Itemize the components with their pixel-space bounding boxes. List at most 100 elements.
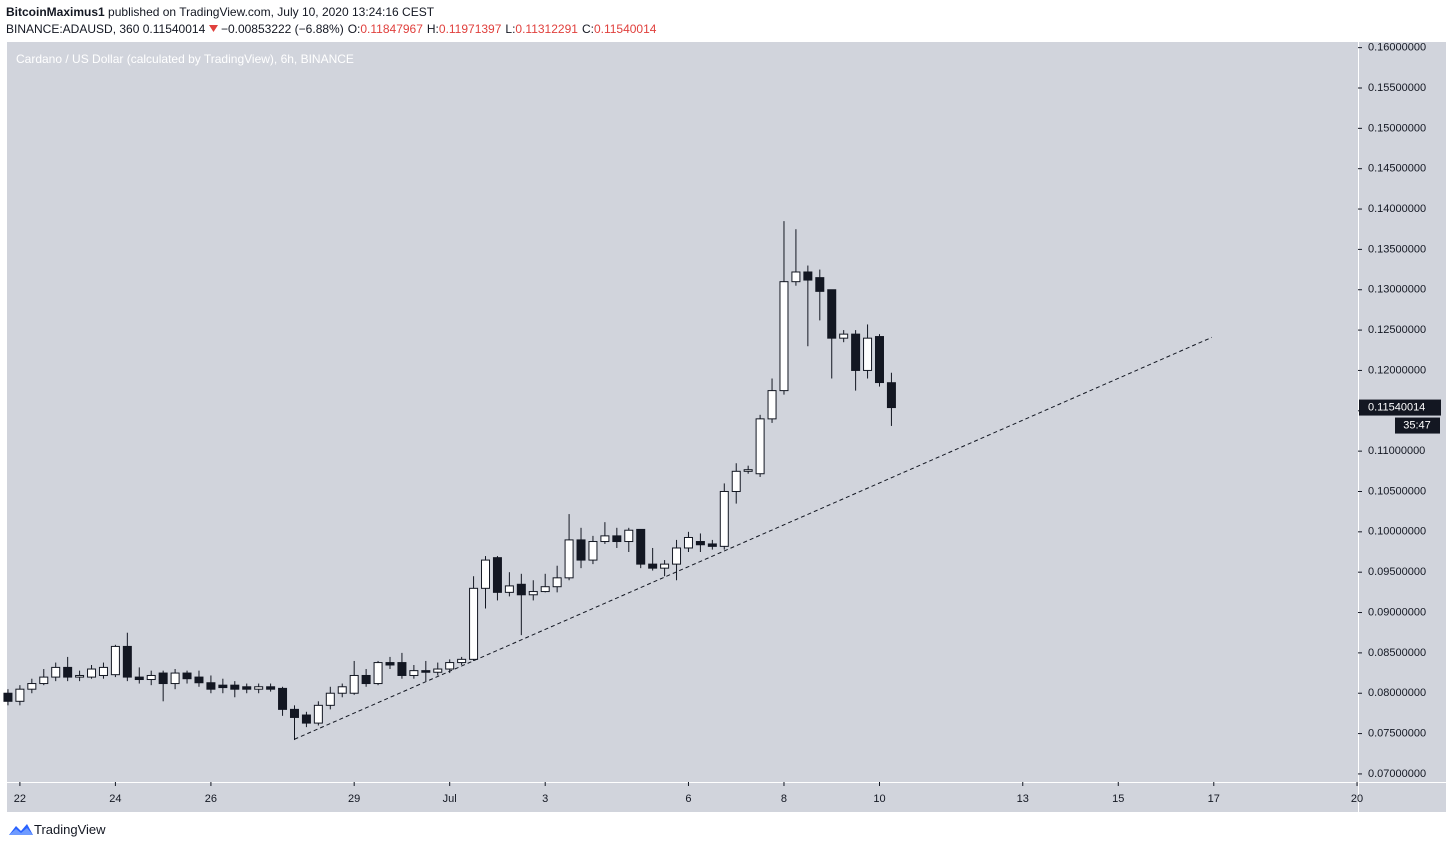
candle-body [779,281,789,392]
y-tick-label: 0.07500000 [1368,727,1426,739]
candle-body [230,684,240,690]
candle-body [660,563,670,569]
candle-body [98,666,108,676]
candle-body [110,645,120,676]
header: BitcoinMaximus1 published on TradingView… [6,4,656,38]
candle-body [540,586,550,593]
author: BitcoinMaximus1 [6,5,105,19]
candle-body [707,543,717,547]
chart-title: Cardano / US Dollar (calculated by Tradi… [16,52,354,66]
y-tick-label: 0.10000000 [1368,526,1426,538]
down-arrow [208,25,218,32]
high-value: 0.11971397 [438,22,502,36]
y-tick-label: 0.12000000 [1368,364,1426,376]
candle-body [289,708,299,718]
x-tick-label: 26 [205,793,217,805]
x-tick-label: 20 [1351,793,1363,805]
candle-body [194,676,204,684]
candle-body [254,686,264,690]
change: −0.00853222 (−6.88%) [220,22,344,36]
candle-body [767,390,777,420]
x-tick-label: 8 [781,793,787,805]
candle-body [516,583,526,596]
candle-body [433,668,443,673]
plot-background [7,42,1358,812]
candle-body [242,686,252,690]
countdown-box [1395,417,1440,434]
candle-body [445,662,455,670]
candle-body [815,277,825,292]
candle-body [397,662,407,676]
candle-body [75,674,85,678]
candle-body [39,676,49,685]
candle-body [564,539,574,579]
candle-body [731,470,741,492]
candle-body [481,559,491,589]
y-tick-label: 0.15500000 [1368,82,1426,94]
y-tick-label: 0.12500000 [1368,324,1426,336]
x-tick-label: 10 [873,793,885,805]
candle-body [552,577,562,588]
candle-body [337,686,347,694]
x-tick-label: 22 [14,793,26,805]
candle-body [457,658,467,664]
candle-body [313,704,323,724]
y-tick-label: 0.14000000 [1368,203,1426,215]
quote-line: BINANCE:ADAUSD, 360 0.11540014 −0.008532… [6,21,656,38]
trendline [294,336,1213,740]
x-tick-label: 13 [1017,793,1029,805]
candle-body [27,683,37,690]
y-tick-label: 0.09500000 [1368,566,1426,578]
candle-body [803,271,813,281]
publish-line: BitcoinMaximus1 published on TradingView… [6,4,656,21]
candle-body [385,662,395,666]
candle-body [648,563,658,569]
symbol: BINANCE:ADAUSD, 360 [6,22,140,36]
candle-body [492,557,502,593]
close-value: 0.11540014 [593,22,657,36]
candle-body [373,662,383,685]
candle-body [278,687,288,710]
y-tick-label: 0.11000000 [1368,445,1425,457]
y-tick-label: 0.08500000 [1368,647,1426,659]
candle-body [122,645,132,678]
last-price: 0.11540014 [142,22,206,36]
candle-body [851,333,861,371]
candle-body [683,536,693,549]
label: C: [581,22,594,36]
x-tick-label: 29 [348,793,360,805]
candle-body [146,674,156,681]
candle-body [218,684,228,689]
x-tick-label: 6 [685,793,691,805]
x-tick-label: 24 [109,793,121,805]
y-tick-label: 0.15000000 [1368,122,1426,134]
candle-body [15,688,25,702]
candle-body [51,666,61,678]
candle-body [755,418,765,475]
price-label: 0.11540014 [1368,401,1425,413]
x-tick-label: Jul [443,793,457,805]
candle-body [576,539,586,561]
candle-body [791,271,801,283]
candle-body [743,469,753,472]
candle-body [886,382,896,409]
x-tick-label: 15 [1112,793,1124,805]
x-tick-label: 3 [542,793,548,805]
candle-body [839,333,849,339]
candle-body [134,676,144,681]
candle-body [624,529,634,543]
label: L: [505,22,516,36]
published: published on TradingView.com, July 10, 2… [108,5,435,19]
candle-body [301,714,311,724]
y-tick-label: 0.10500000 [1368,485,1426,497]
price-label-box [1359,399,1441,416]
candle-body [672,547,682,565]
candle-body [409,670,419,676]
candle-body [636,528,646,565]
candle-body [469,587,479,660]
label: O: [347,22,361,36]
candle-body [421,670,431,673]
candle-body [3,692,13,702]
candle-body [361,674,371,685]
